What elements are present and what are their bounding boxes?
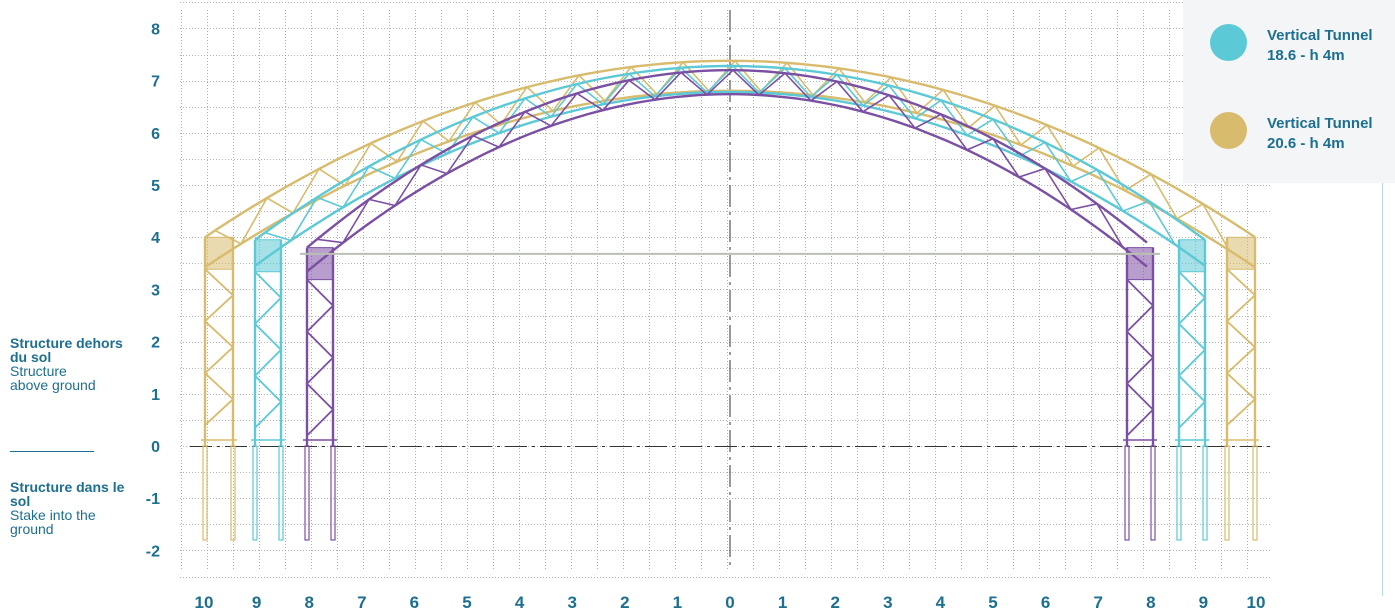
ground-stake — [230, 445, 236, 541]
y-tick-label: -1 — [146, 491, 160, 508]
y-tick-label: 7 — [151, 74, 160, 91]
x-tick-label: 6 — [410, 593, 419, 612]
post-lattice — [253, 271, 283, 429]
ground-stake — [1252, 445, 1258, 541]
x-tick-label: 10 — [195, 593, 214, 612]
x-tick-label: 8 — [304, 593, 313, 612]
above-ground-title: Structure dehors du sol — [10, 335, 123, 365]
x-tick-label: 2 — [830, 593, 839, 612]
above-ground-note: Structure dehors du sol Structure above … — [10, 336, 140, 392]
y-tick-label: 2 — [151, 335, 160, 352]
x-tick-label: 6 — [1041, 593, 1050, 612]
knee-brace — [254, 239, 282, 273]
arch-chord — [254, 64, 1206, 241]
arch-chord — [306, 68, 1148, 249]
below-ground-title: Structure dans le sol — [10, 479, 125, 509]
x-tick-label: 3 — [883, 593, 892, 612]
y-tick-label: 6 — [151, 126, 160, 143]
knee-brace — [1178, 239, 1206, 273]
y-tick-label: -2 — [146, 543, 160, 560]
ground-stake — [202, 445, 208, 541]
ground-stake — [252, 445, 258, 541]
legend-label-line1: Vertical Tunnel — [1267, 115, 1373, 132]
ground-stake — [330, 445, 336, 541]
x-axis-labels: 10 9 8 7 6 5 4 3 2 1 0 1 2 3 4 5 6 7 8 9 10 — [195, 593, 1266, 612]
legend: Vertical Tunnel 18.6 - h 4m Vertical Tun… — [1183, 0, 1395, 183]
arch-bracing — [316, 69, 1124, 248]
legend-label-line2: 20.6 - h 4m — [1267, 135, 1345, 152]
knee-brace — [1126, 247, 1154, 281]
arch-chord — [204, 59, 1256, 239]
arch-chord — [306, 92, 1148, 273]
post-lattice — [1125, 278, 1155, 437]
ground-stake — [1150, 445, 1156, 541]
legend-item-20-6: Vertical Tunnel 20.6 - h 4m — [1210, 112, 1373, 154]
x-tick-label: 5 — [462, 593, 471, 612]
y-tick-label: 3 — [151, 282, 160, 299]
legend-item-18-6: Vertical Tunnel 18.6 - h 4m — [1210, 24, 1373, 66]
arch-bracing — [264, 64, 1176, 245]
y-tick-label: 4 — [151, 230, 160, 247]
ground-stake — [1224, 445, 1230, 541]
legend-swatch-gold — [1210, 112, 1247, 149]
knee-brace — [1226, 236, 1256, 270]
ground-stake — [1202, 445, 1208, 541]
ground-stake — [278, 445, 284, 541]
x-tick-label: 7 — [1093, 593, 1102, 612]
y-tick-label: 0 — [151, 439, 160, 456]
post-lattice — [1177, 271, 1207, 429]
x-tick-label: 10 — [1247, 593, 1266, 612]
y-tick-label: 8 — [151, 21, 160, 38]
y-tick-label: 1 — [151, 387, 160, 404]
x-tick-label: 0 — [725, 593, 734, 612]
x-tick-label: 4 — [936, 593, 946, 612]
arch-chord — [204, 89, 1256, 269]
x-tick-label: 1 — [778, 593, 787, 612]
x-tick-label: 9 — [252, 593, 261, 612]
tunnel-purple — [303, 68, 1157, 541]
below-ground-subtitle: Stake into the ground — [10, 507, 96, 537]
below-ground-note: Structure dans le sol Stake into the gro… — [10, 480, 140, 536]
tunnel-arches — [201, 59, 1259, 541]
ground-divider — [10, 451, 94, 452]
knee-brace — [204, 236, 234, 270]
legend-label-line2: 18.6 - h 4m — [1267, 47, 1345, 64]
arch-bracing — [214, 59, 1230, 251]
post-lattice — [1225, 268, 1257, 426]
x-tick-label: 2 — [620, 593, 629, 612]
x-tick-label: 9 — [1199, 593, 1208, 612]
y-tick-label: 5 — [151, 178, 160, 195]
ground-stake — [1176, 445, 1182, 541]
right-border-line — [1382, 183, 1383, 596]
ground-stake — [304, 445, 310, 541]
above-ground-subtitle: Structure above ground — [10, 363, 96, 393]
x-tick-label: 8 — [1146, 593, 1155, 612]
x-tick-label: 7 — [357, 593, 366, 612]
grid-lines — [180, 2, 1270, 578]
x-tick-label: 3 — [567, 593, 576, 612]
legend-label-line1: Vertical Tunnel — [1267, 27, 1373, 44]
tunnel-gold — [201, 59, 1259, 541]
post-lattice — [305, 278, 335, 437]
y-axis-labels: 8 7 6 5 4 3 2 1 0 -1 -2 — [146, 21, 160, 560]
ground-stake — [1124, 445, 1130, 541]
post-lattice — [203, 268, 235, 426]
x-tick-label: 5 — [988, 593, 997, 612]
x-tick-label: 4 — [515, 593, 525, 612]
knee-brace — [306, 247, 334, 281]
legend-swatch-cyan — [1210, 24, 1247, 61]
axis-lines — [190, 10, 1270, 570]
x-tick-label: 1 — [673, 593, 682, 612]
